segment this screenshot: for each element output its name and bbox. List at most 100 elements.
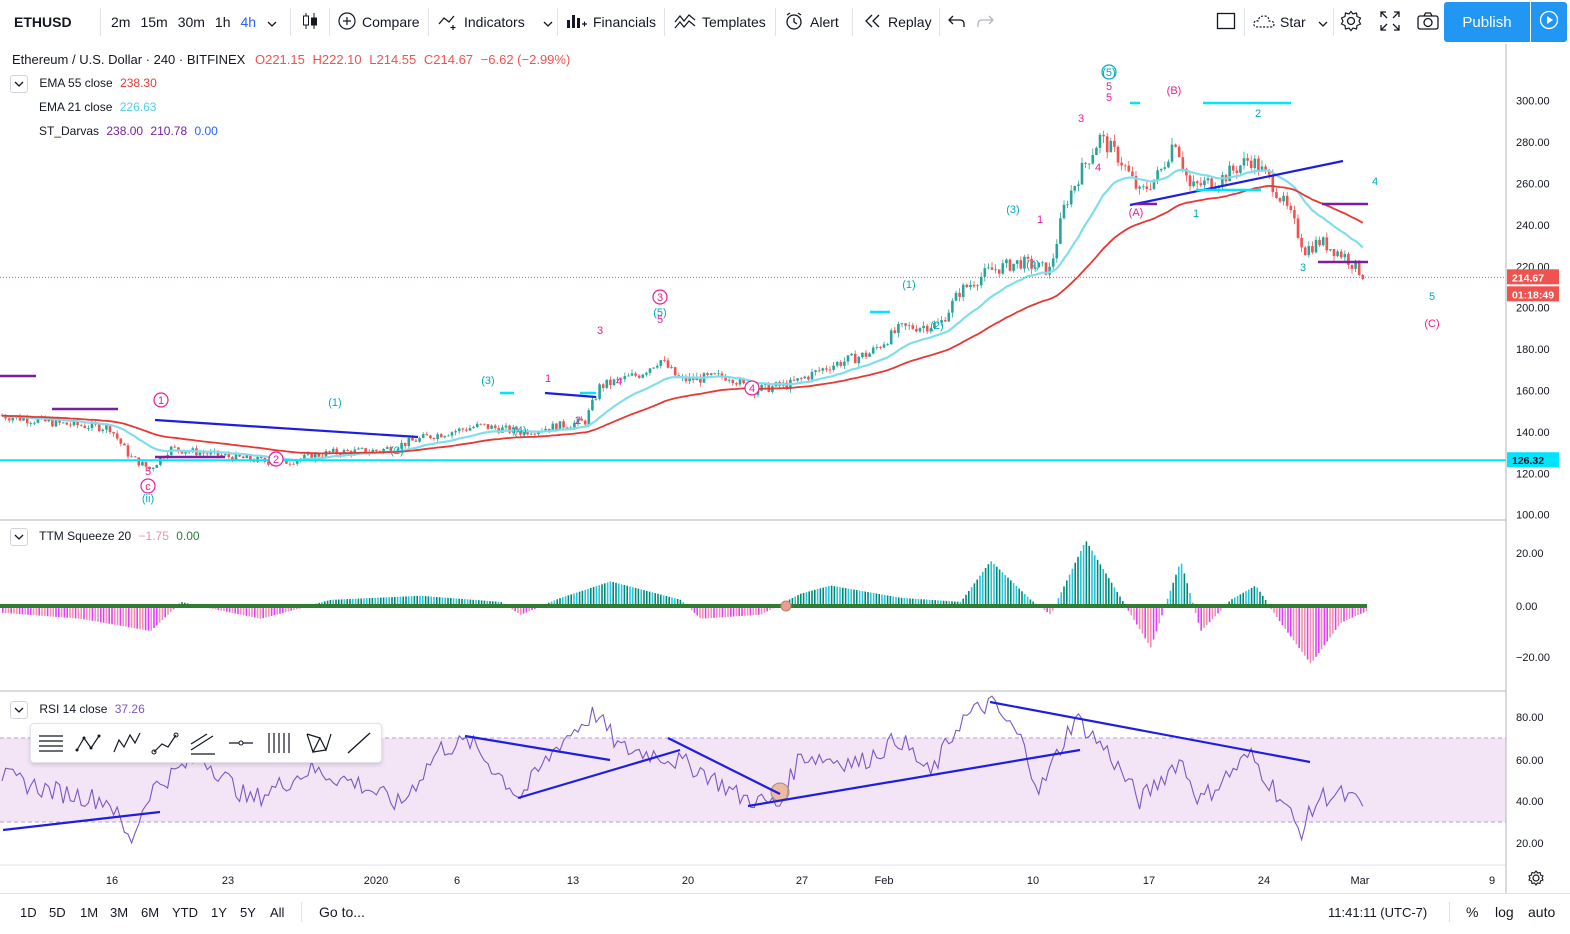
templates-button[interactable]: Templates	[674, 0, 766, 44]
chart-type-button[interactable]	[300, 0, 320, 44]
candle-body	[1152, 179, 1156, 190]
chart-canvas[interactable]: 15c(ii)2(1)(2)(3)(4)12343(5)54(1)(2)(3)1…	[0, 44, 1570, 893]
candle-body	[569, 427, 573, 429]
collapse-legend-button[interactable]	[10, 528, 28, 546]
alert-button[interactable]: Alert	[784, 0, 839, 44]
range-1d[interactable]: 1D	[20, 904, 37, 920]
candle-body	[1282, 195, 1285, 202]
layout-button[interactable]	[1216, 0, 1236, 44]
clock-timezone[interactable]: 11:41:11 (UTC-7)	[1328, 904, 1428, 920]
study-legend-darvas[interactable]: ST_Darvas 238.00 210.78 0.00	[39, 124, 218, 138]
snapshot-button[interactable]	[1417, 0, 1439, 44]
range-6m[interactable]: 6M	[141, 904, 160, 920]
publish-play-button[interactable]	[1531, 2, 1567, 42]
redo-button[interactable]	[976, 0, 994, 44]
ttm-bar	[830, 585, 833, 607]
range-all[interactable]: All	[270, 904, 285, 920]
ttm-bar	[660, 594, 662, 607]
rsi-trend-line[interactable]	[747, 748, 1081, 808]
undo-button[interactable]	[948, 0, 966, 44]
range-1m[interactable]: 1M	[80, 904, 99, 920]
abcd-pattern-icon[interactable]	[73, 728, 105, 758]
settings-icon-axis[interactable]	[1528, 870, 1544, 886]
study-legend-ema21[interactable]: EMA 21 close 226.63	[39, 100, 156, 114]
rsi-trend-line[interactable]	[989, 700, 1311, 764]
ttm-bar	[1060, 592, 1062, 607]
vertical-lines-icon[interactable]	[263, 728, 295, 758]
study-legend-ttm[interactable]: TTM Squeeze 20 −1.75 0.00	[10, 528, 200, 546]
xabcd-pattern-icon[interactable]	[303, 728, 335, 758]
compare-button[interactable]: Compare	[338, 0, 420, 44]
timeframe-4h[interactable]: 4h	[240, 14, 257, 30]
rsi-trend-line[interactable]	[667, 737, 781, 795]
candle-body	[843, 361, 846, 366]
trend-line-icon[interactable]	[343, 728, 375, 758]
range-5y[interactable]: 5Y	[240, 904, 256, 920]
indicators-button[interactable]: Indicators	[438, 0, 553, 44]
candle-body	[209, 451, 213, 455]
candle-body	[807, 376, 810, 380]
trend-line[interactable]	[154, 418, 419, 439]
candle-body	[1116, 146, 1120, 163]
ttm-bar	[1197, 606, 1200, 623]
chevron-down-icon[interactable]	[543, 14, 553, 30]
financials-button[interactable]: Financials	[566, 0, 656, 44]
range-3m[interactable]: 3M	[110, 904, 129, 920]
collapse-legend-button[interactable]	[10, 701, 28, 719]
candle-body	[994, 269, 997, 271]
time-axis[interactable]: 16 23 2020 6 13 20 27 Feb 10 17 24 Mar 9	[106, 875, 1495, 887]
ttm-bar	[1147, 606, 1149, 643]
candle-body	[475, 423, 479, 428]
range-1y[interactable]: 1Y	[211, 904, 227, 920]
fullscreen-button[interactable]	[1380, 0, 1400, 44]
candle-body	[1001, 263, 1005, 274]
replay-button[interactable]: Replay	[864, 0, 932, 44]
ttm-bar	[360, 598, 362, 607]
path-icon[interactable]	[149, 728, 181, 758]
log-toggle[interactable]: log	[1495, 904, 1514, 920]
rsi-trend-line[interactable]	[464, 734, 611, 762]
auto-toggle[interactable]: auto	[1528, 904, 1556, 920]
price-axis-background[interactable]	[1506, 44, 1570, 893]
ttm-bar	[1346, 606, 1348, 621]
rectangle-icon	[1216, 11, 1236, 34]
ttm-bar	[1158, 606, 1160, 624]
chevron-down-icon[interactable]	[1318, 14, 1328, 30]
study-legend-ema55[interactable]: EMA 55 close 238.30	[10, 75, 157, 93]
timeframe-30m[interactable]: 30m	[177, 14, 205, 30]
candle-body	[1253, 158, 1257, 169]
chevron-down-icon[interactable]	[267, 14, 277, 30]
ttm-bar	[1178, 566, 1180, 607]
timeframe-2m[interactable]: 2m	[111, 14, 131, 30]
study-legend-rsi[interactable]: RSI 14 close 37.26	[10, 701, 145, 719]
rsi-trend-line[interactable]	[517, 748, 681, 800]
ttm-bar	[332, 599, 334, 607]
drawings[interactable]	[0, 101, 1506, 832]
trend-line[interactable]	[1129, 159, 1344, 207]
symbol-search[interactable]: ETHUSD	[14, 14, 72, 30]
settings-button[interactable]	[1340, 0, 1362, 44]
study-value: 210.78	[150, 124, 188, 138]
cloud-icon	[1252, 13, 1276, 32]
elliott-wave-icon[interactable]	[111, 728, 143, 758]
ttm-bar	[433, 596, 435, 607]
grip-lines-icon[interactable]	[35, 728, 67, 758]
timeframe-1h[interactable]: 1h	[214, 14, 231, 30]
range-ytd[interactable]: YTD	[172, 904, 198, 920]
trend-line[interactable]	[544, 391, 597, 399]
percent-toggle[interactable]: %	[1466, 904, 1479, 920]
star-button[interactable]: Star	[1252, 0, 1328, 44]
publish-button[interactable]: Publish	[1444, 2, 1530, 42]
fib-channel-icon[interactable]	[187, 728, 219, 758]
range-5d[interactable]: 5D	[49, 904, 66, 920]
ttm-bar	[354, 598, 357, 607]
rsi-trend-line[interactable]	[2, 810, 161, 832]
timeframe-15m[interactable]: 15m	[140, 14, 168, 30]
goto-button[interactable]: Go to...	[319, 904, 365, 920]
collapse-legend-button[interactable]	[10, 75, 28, 93]
horizontal-ray-icon[interactable]	[225, 728, 257, 758]
ttm-bar	[273, 606, 276, 616]
ttm-bar	[1189, 592, 1191, 607]
price-axis[interactable]: 300.00280.00260.00240.00220.00200.00180.…	[1507, 96, 1559, 850]
ttm-bar	[430, 596, 432, 607]
